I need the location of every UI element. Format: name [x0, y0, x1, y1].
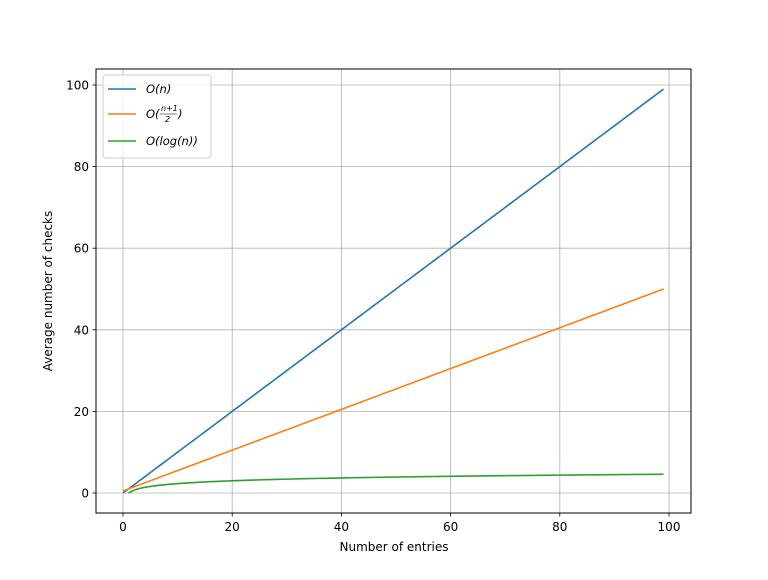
legend-box	[102, 74, 212, 159]
y-tick-label: 20	[74, 405, 89, 419]
legend-label-close-paren: )	[177, 107, 183, 121]
x-tick-label: 0	[119, 520, 127, 534]
y-axis-label: Average number of checks	[41, 211, 55, 372]
legend-item-o-n-plus-1-over-2: O( n+1 2 )	[108, 104, 183, 124]
x-tick-label: 100	[658, 520, 681, 534]
y-tick-label: 40	[74, 323, 89, 337]
legend-fraction-denominator: 2	[165, 115, 170, 124]
series-o-log-n-line	[128, 473, 664, 494]
y-tick-label: 80	[74, 160, 89, 174]
legend: O(n) O( n+1 2 ) O(log(n))	[102, 74, 212, 159]
x-tick-label: 20	[225, 520, 240, 534]
y-tick-label: 60	[74, 242, 89, 256]
y-tick-label: 100	[66, 79, 89, 93]
axis-ticks: 0 20 40 60 80 100 0 20 40 60 80 100	[66, 79, 680, 535]
y-tick-label: 0	[81, 487, 89, 501]
axes-frame	[95, 68, 692, 514]
legend-label-o-log-n: O(log(n))	[146, 134, 198, 148]
legend-item-o-n: O(n)	[108, 82, 171, 96]
legend-label-o-n: O(n)	[146, 82, 171, 96]
x-axis-label: Number of entries	[340, 540, 449, 554]
x-tick-label: 80	[552, 520, 567, 534]
legend-label-o-n-plus-1-over-2: O(	[146, 107, 160, 121]
legend-fraction-numerator: n+1	[161, 104, 178, 113]
data-series	[122, 88, 665, 494]
series-o-n-plus-1-over-2-line	[122, 288, 664, 492]
series-o-n-line	[122, 88, 665, 494]
legend-item-o-log-n: O(log(n))	[108, 134, 198, 148]
x-tick-label: 60	[443, 520, 458, 534]
x-tick-label: 40	[334, 520, 349, 534]
